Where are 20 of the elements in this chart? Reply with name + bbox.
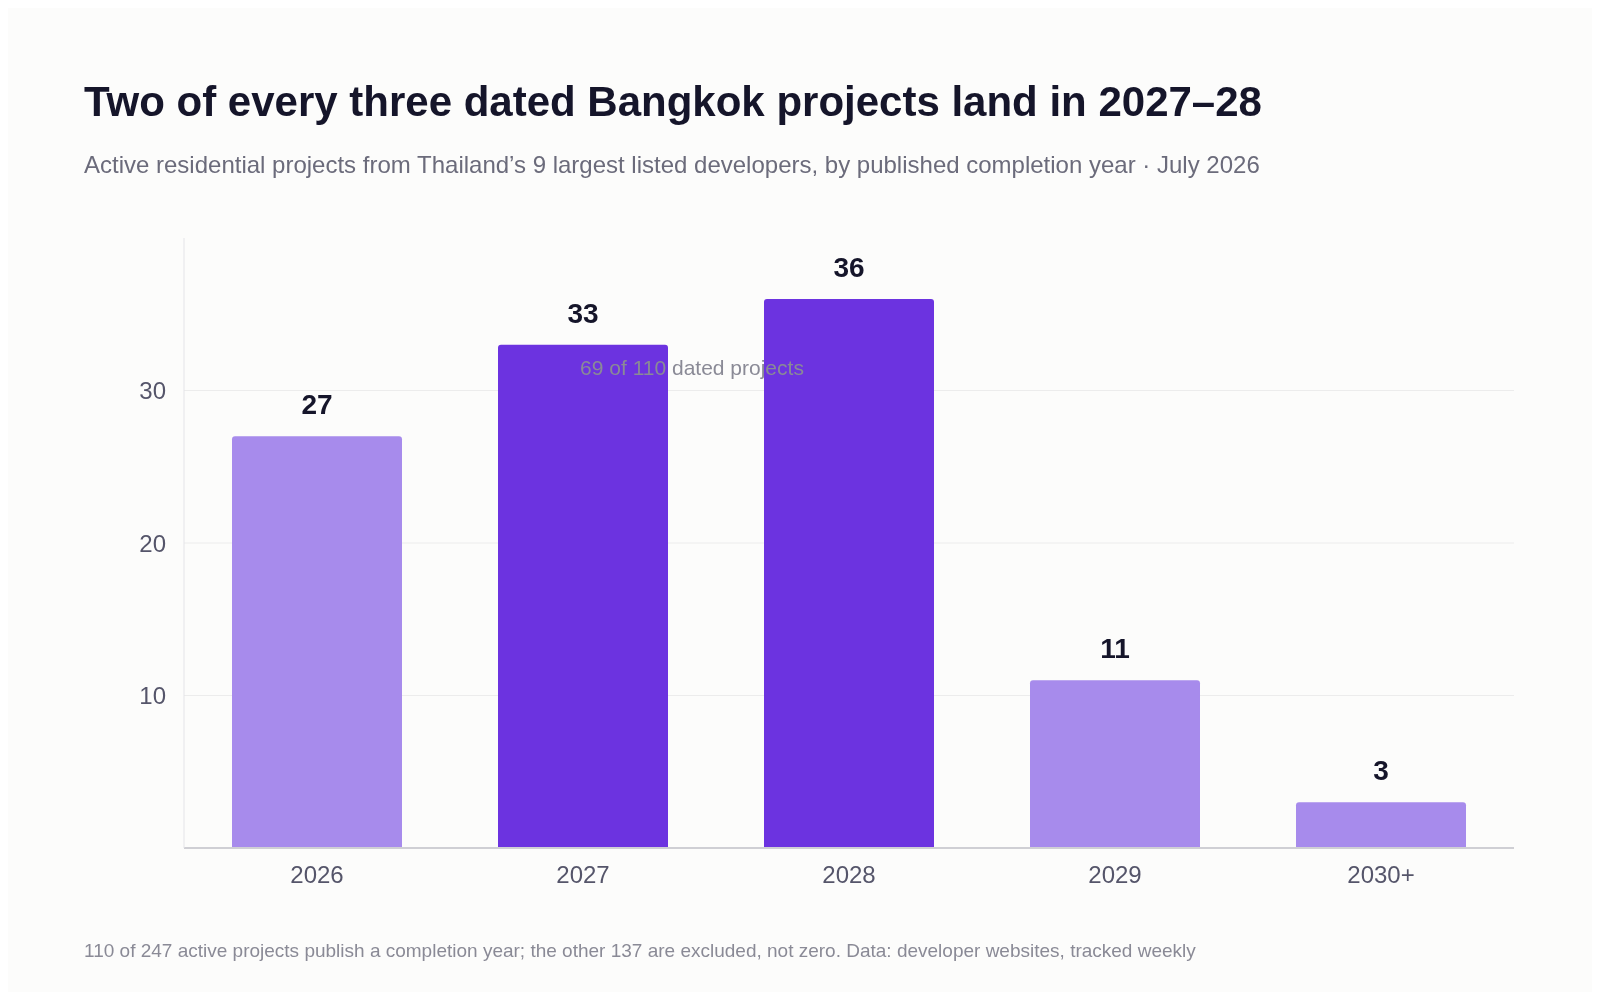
bar (1296, 802, 1466, 848)
x-tick-label: 2027 (556, 861, 610, 889)
bar (1030, 680, 1200, 848)
x-tick-label: 2030+ (1347, 861, 1415, 889)
data-label: 27 (301, 389, 333, 421)
text: 110 of 247 active projects publish a completion year; the other 137 are excluded, not zero. Data: developer websites, tracked weekly (84, 940, 1196, 962)
data-label: 33 (567, 297, 599, 329)
chart-title: Two of every three dated Bangkok projects land in 2027–28 (84, 78, 1262, 126)
x-tick-label: 2029 (1088, 861, 1142, 889)
y-tick-label: 30 (139, 377, 166, 405)
data-label: 3 (1373, 755, 1389, 787)
bar (498, 344, 668, 848)
chart-subtitle: Active residential projects from Thailand’s 9 largest listed developers, by published completion year · July 2026 (84, 151, 1260, 179)
x-tick-label: 2026 (290, 861, 344, 889)
x-tick-label: 2028 (822, 861, 876, 889)
data-label: 36 (833, 252, 865, 283)
bar (232, 436, 402, 848)
y-tick-label: 20 (139, 529, 166, 557)
y-tick-label: 10 (139, 682, 166, 710)
data-label: 11 (1100, 633, 1130, 665)
